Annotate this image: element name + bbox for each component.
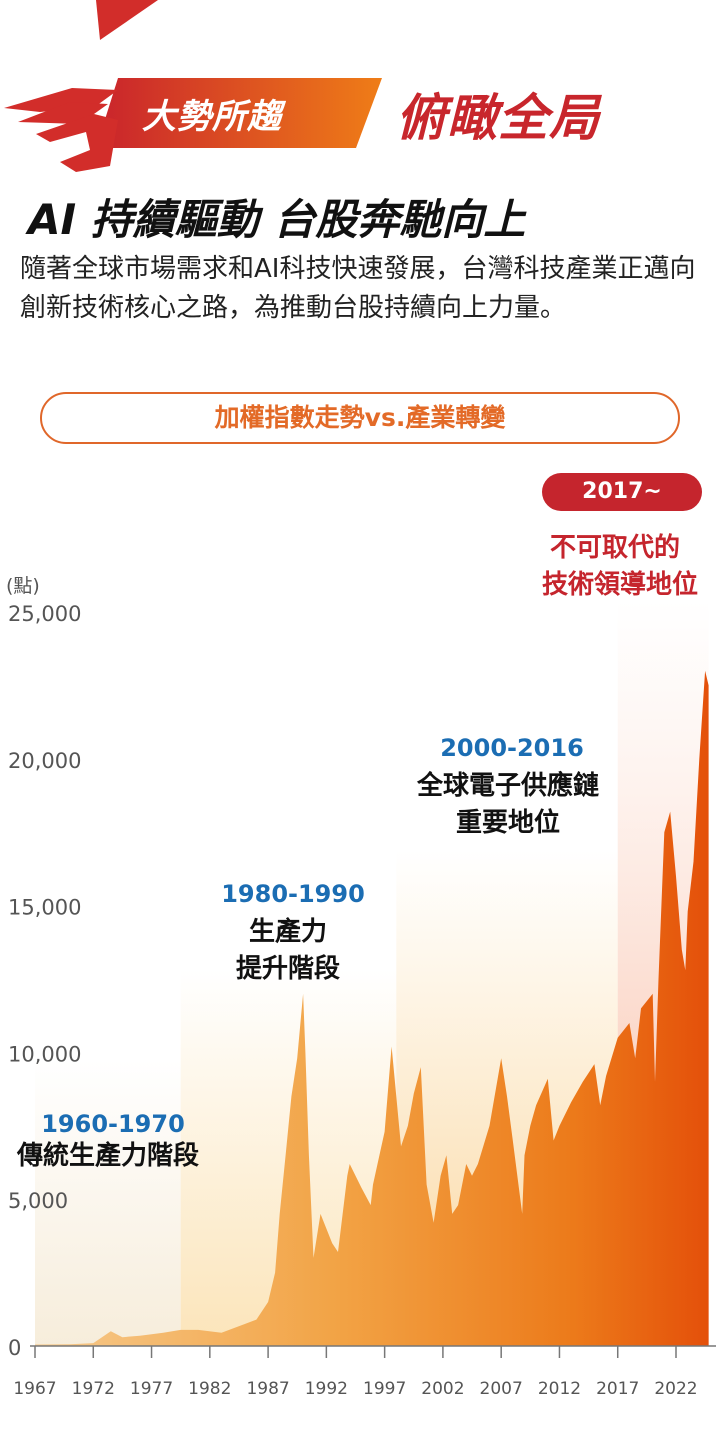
period-2017-badge: 2017~ xyxy=(542,473,702,511)
intro-paragraph: 隨著全球市場需求和AI科技快速發展，台灣科技產業正邁向創新技術核心之路，為推動台… xyxy=(20,254,696,323)
period-1960-desc: 傳統生產力階段 xyxy=(16,1141,199,1171)
kicker-banner xyxy=(4,78,382,172)
x-tick-label: 2012 xyxy=(538,1379,581,1399)
x-tick-label: 1987 xyxy=(246,1379,289,1399)
x-tick-label: 1982 xyxy=(188,1379,231,1399)
x-tick-label: 1992 xyxy=(305,1379,348,1399)
period-1980-years: 1980-1990 xyxy=(221,880,365,908)
kicker-label: 大勢所趨 xyxy=(142,97,282,137)
y-tick-label: 10,000 xyxy=(8,1042,81,1066)
taiex-series-area xyxy=(35,670,709,1346)
x-tick-label: 2022 xyxy=(654,1379,697,1399)
y-tick-label: 20,000 xyxy=(8,749,81,773)
period-1980-desc-line2: 提升階段 xyxy=(235,954,340,984)
x-tick-label: 1997 xyxy=(363,1379,406,1399)
period-1980-desc-line1: 生產力 xyxy=(248,917,327,947)
y-axis-label: (點) xyxy=(6,575,40,597)
period-2000-years: 2000-2016 xyxy=(440,734,584,762)
period-2000-desc-line1: 全球電子供應鏈 xyxy=(416,771,599,801)
period-1960-years: 1960-1970 xyxy=(41,1110,185,1138)
bull-emblem-icon xyxy=(4,88,118,172)
period-2000-desc-line2: 重要地位 xyxy=(455,808,560,838)
y-tick-label: 5,000 xyxy=(8,1189,68,1213)
y-tick-label: 0 xyxy=(8,1336,21,1360)
headline: AI 持續驅動 台股奔馳向上 xyxy=(28,195,526,244)
x-tick-label: 1972 xyxy=(72,1379,115,1399)
period-2017-desc-line1: 不可取代的 xyxy=(549,533,680,563)
kicker-big-label: 俯瞰全局 xyxy=(396,89,600,147)
period-band xyxy=(35,1060,181,1346)
period-2017-desc-line2: 技術領導地位 xyxy=(541,570,698,600)
corner-triangle xyxy=(96,0,158,40)
x-tick-label: 2007 xyxy=(480,1379,523,1399)
y-tick-label: 25,000 xyxy=(8,602,81,626)
y-tick-label: 15,000 xyxy=(8,896,81,920)
x-tick-label: 2017 xyxy=(596,1379,639,1399)
x-tick-label: 1967 xyxy=(13,1379,56,1399)
x-tick-label: 1977 xyxy=(130,1379,173,1399)
section-pill: 加權指數走勢vs.產業轉變 xyxy=(40,392,680,444)
x-tick-label: 2002 xyxy=(421,1379,464,1399)
taiex-area-chart: 1967 1972 1977 1982 1987 1992 1997 2002 2007 2012… xyxy=(6,575,716,1399)
